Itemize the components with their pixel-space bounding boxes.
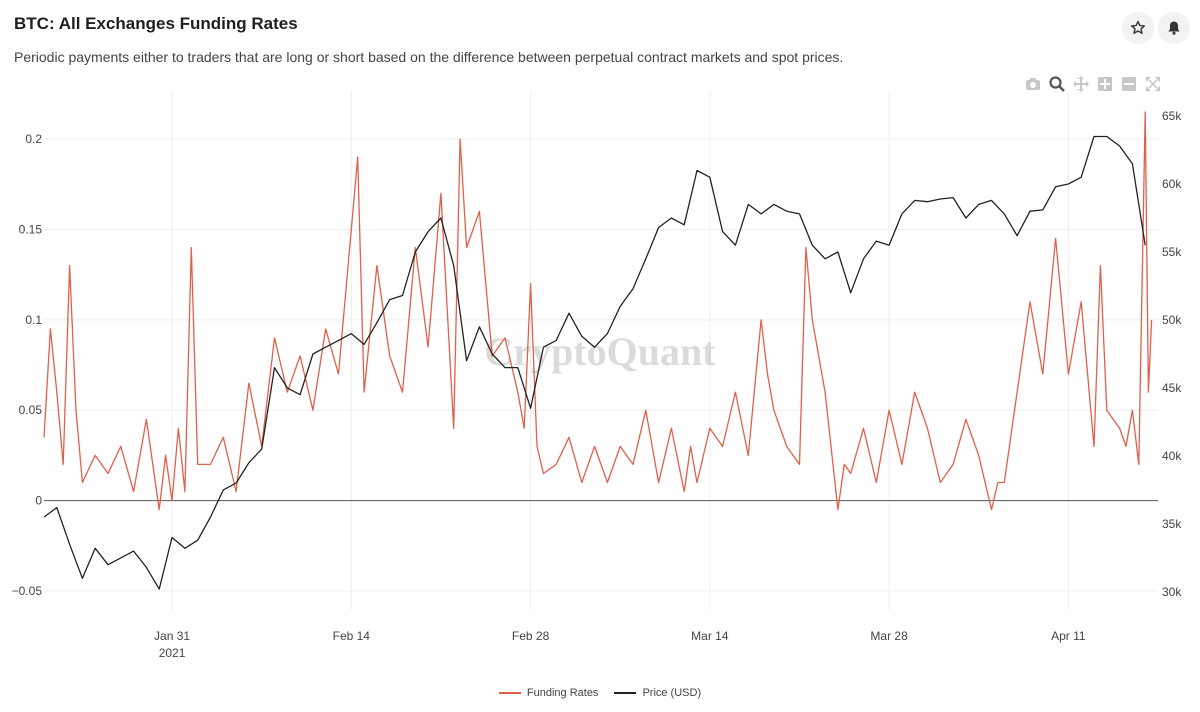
x-tick-sublabel: 2021: [159, 646, 186, 660]
pan-icon[interactable]: [1072, 75, 1090, 93]
y-left-tick-label: 0.15: [19, 222, 43, 236]
funding-rate-line: [43, 111, 1153, 511]
autoscale-icon[interactable]: [1144, 75, 1162, 93]
legend-label-funding: Funding Rates: [526, 687, 599, 699]
legend-item-price[interactable]: Price (USD): [614, 687, 701, 699]
chart-legend: Funding Rates Price (USD): [0, 687, 1200, 699]
y-left-tick-label: −0.05: [12, 584, 43, 598]
y-right-tick-label: 30k: [1162, 585, 1182, 599]
legend-item-funding[interactable]: Funding Rates: [498, 687, 599, 699]
y-right-tick-label: 40k: [1162, 449, 1182, 463]
zoom-out-icon[interactable]: [1120, 75, 1138, 93]
y-right-tick-label: 65k: [1162, 109, 1182, 123]
y-right-tick-label: 55k: [1162, 245, 1182, 259]
price-line: [43, 135, 1146, 590]
star-icon: [1131, 20, 1145, 34]
y-right-tick-label: 60k: [1162, 177, 1182, 191]
camera-icon[interactable]: [1024, 75, 1042, 93]
y-left-tick-label: 0.05: [19, 403, 43, 417]
x-tick-label: Feb 28: [512, 629, 550, 643]
legend-swatch-price: [614, 692, 637, 694]
chart-modebar: [1024, 74, 1162, 94]
zoom-in-icon[interactable]: [1096, 75, 1114, 93]
notification-button[interactable]: [1158, 12, 1190, 44]
y-left-tick-label: 0.1: [25, 313, 42, 327]
page-subtitle: Periodic payments either to traders that…: [14, 49, 844, 65]
x-tick-label: Jan 31: [154, 629, 190, 643]
favorite-button[interactable]: [1122, 12, 1154, 44]
x-tick-label: Feb 14: [333, 629, 371, 643]
legend-swatch-funding: [498, 692, 521, 694]
watermark: CryptoQuant: [484, 329, 716, 374]
page-title: BTC: All Exchanges Funding Rates: [14, 14, 298, 33]
y-right-tick-label: 50k: [1162, 313, 1182, 327]
y-right-tick-label: 45k: [1162, 381, 1182, 395]
x-tick-label: Mar 28: [870, 629, 908, 643]
bell-icon: [1168, 21, 1180, 35]
chart-series: [43, 111, 1153, 590]
y-left-tick-label: 0.2: [25, 132, 42, 146]
chart-grid: [44, 92, 1158, 610]
chart-axes: Jan 31 2021 Feb 14 Feb 28 Mar 14 Mar 28 Apr 11…: [12, 109, 1183, 660]
y-right-tick-label: 35k: [1162, 517, 1182, 531]
x-tick-label: Mar 14: [691, 629, 729, 643]
legend-label-price: Price (USD): [642, 687, 702, 699]
zoom-icon[interactable]: [1048, 75, 1066, 93]
y-left-tick-label: 0: [35, 494, 42, 508]
x-tick-label: Apr 11: [1051, 629, 1086, 643]
